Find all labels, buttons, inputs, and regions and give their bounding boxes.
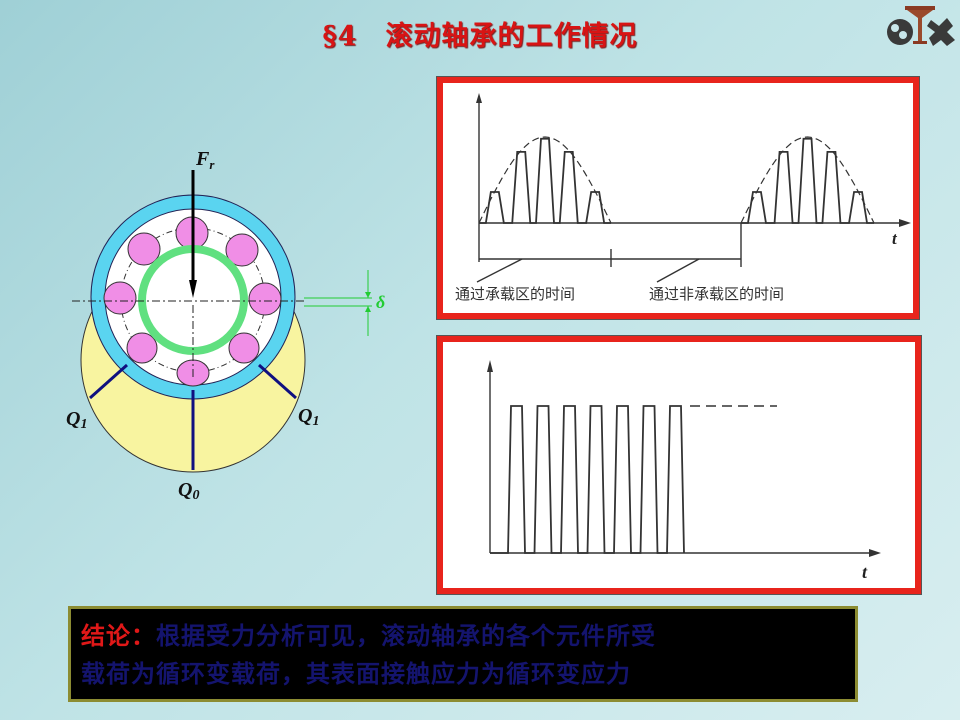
envelope [478,136,612,224]
clearance-label: δ [376,292,385,312]
pulse-train [490,405,685,554]
loaded-time-label: 通过承载区的时间 [455,285,575,303]
conclusion-label: 结论： [81,622,156,650]
university-logo-icon [887,6,955,46]
q0-label: Q0 [178,479,199,503]
pulse-train [741,137,874,224]
load-pulses [490,405,685,554]
unloaded-time-label: 通过非承载区的时间 [649,285,784,303]
roller-load-chart: t [437,336,921,594]
bearing-diagram: Fr δ Q1 Q1 Q0 [66,148,385,503]
t-axis-label: t [862,562,868,582]
conclusion-box: 结论：根据受力分析可见，滚动轴承的各个元件所受 载荷为循环变载荷，其表面接触应力… [68,606,858,702]
force-label: Fr [195,148,215,172]
conclusion-text-1: 根据受力分析可见，滚动轴承的各个元件所受 [156,622,656,650]
t-axis-label: t [892,229,898,248]
contact-load-chart: t 通过承载区的时间 通过非承载区的时间 [437,77,919,319]
load-pulses [478,136,875,224]
pulse-train [479,137,611,224]
q1-right-label: Q1 [298,405,319,429]
slide-title: §4 滚动轴承的工作情况 [322,21,638,52]
conclusion-line-2: 载荷为循环变载荷，其表面接触应力为循环变应力 [81,660,631,688]
clearance-marker [304,270,372,336]
conclusion-line-1: 结论：根据受力分析可见，滚动轴承的各个元件所受 [81,617,845,655]
contact-force-arrows [89,363,297,470]
q1-left-label: Q1 [66,408,87,432]
envelope [740,136,875,224]
